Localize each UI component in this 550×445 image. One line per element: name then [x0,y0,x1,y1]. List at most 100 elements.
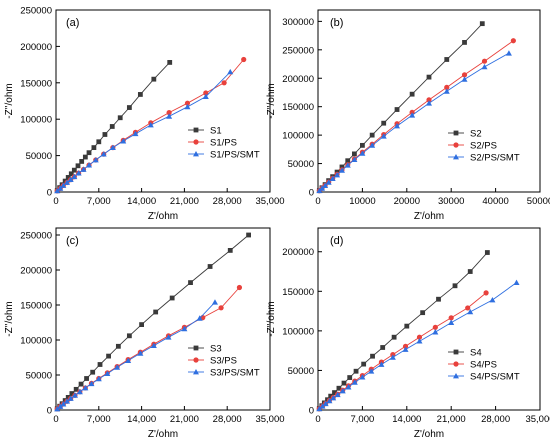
legend-marker [193,139,199,145]
data-point [88,380,95,387]
data-point [489,297,496,303]
x-tick-label: 30000 [438,196,464,207]
data-point [334,391,341,398]
data-point [241,56,247,63]
data-point [351,156,358,162]
data-point [370,353,375,359]
series-line [56,234,249,410]
data-point [510,38,516,44]
y-tick-label: 50000 [288,159,314,170]
y-tick-label: 250000 [20,6,52,17]
legend-label: S1/PS [210,138,237,149]
data-point [339,164,345,170]
data-point [461,72,468,78]
data-point [465,305,471,311]
data-point [115,343,121,349]
data-point [181,325,188,332]
data-point [345,384,352,390]
data-point [97,362,103,367]
data-point [67,176,74,183]
data-point [117,115,123,121]
data-point [218,305,224,311]
data-point [126,333,132,339]
series-s1-ps-smt [54,68,234,194]
y-tick-label: 200000 [282,247,314,258]
y-tick-label: 50000 [288,366,314,377]
data-point [426,100,432,106]
data-point [82,384,89,391]
x-tick-label: 21,000 [170,196,199,207]
data-point [165,334,172,340]
data-point [369,132,375,138]
y-tick-label: 250000 [282,45,314,56]
y-tick-label: 150000 [20,301,52,312]
data-point [106,353,111,359]
data-point [318,185,325,191]
chart-panel-b: 0 10000 20000 30000 40000 50000 0 50000 100000 15… [266,9,550,222]
data-point [68,171,74,177]
data-point [150,342,157,348]
legend-marker [193,127,199,133]
series-line [56,71,231,192]
data-point [82,154,88,160]
y-tick-label: 200000 [20,42,52,53]
data-point [76,388,83,395]
panel-label: (d) [330,235,343,247]
data-point [432,324,438,330]
data-point [479,21,485,27]
data-point [137,92,143,97]
data-point [461,76,468,82]
x-tick-label: 35,000 [255,414,284,425]
x-tick-label: 0 [53,414,58,425]
data-point [328,393,334,399]
series-s3-ps-smt [54,299,218,412]
y-tick-label: 0 [309,188,314,199]
plot-frame [55,227,271,411]
data-point [416,338,423,344]
data-point [452,283,458,289]
data-point [444,57,450,62]
legend-label: S4/PS/SMT [470,372,520,383]
data-point [86,150,92,156]
data-point [409,112,416,118]
legend-label: S2/PS [470,141,497,152]
x-axis-label: Z'/ohm [414,429,444,440]
data-point [109,124,115,129]
data-point [341,380,347,386]
data-point [184,103,191,110]
data-point [322,400,329,407]
data-point [402,343,409,349]
data-point [420,310,426,316]
data-point [330,394,337,401]
data-point [196,315,203,321]
data-point [151,76,157,82]
data-point [483,290,489,296]
data-point [221,80,227,86]
x-tick-label: 28,000 [213,414,242,425]
x-tick-label: 50000 [527,196,550,207]
series-s2 [316,21,485,193]
series-s2-ps-smt [316,50,512,194]
x-tick-label: 28,000 [481,414,510,425]
data-point [71,173,78,180]
legend-label: S3/PS/SMT [210,368,260,379]
data-point [57,403,64,409]
y-tick-label: 100000 [20,115,52,126]
data-point [120,138,127,144]
data-point [139,322,144,327]
x-tick-label: 21,000 [437,414,466,425]
data-point [71,167,77,173]
y-tick-label: 150000 [20,78,52,89]
data-point [69,391,75,396]
data-point [505,50,512,56]
plot-frame [317,227,541,411]
data-point [339,388,346,394]
y-tick-label: 200000 [282,74,314,85]
x-axis-label: Z'/ohm [148,211,178,222]
data-point [169,295,175,301]
data-point [114,364,121,370]
data-point [91,145,97,150]
data-point [188,280,193,285]
